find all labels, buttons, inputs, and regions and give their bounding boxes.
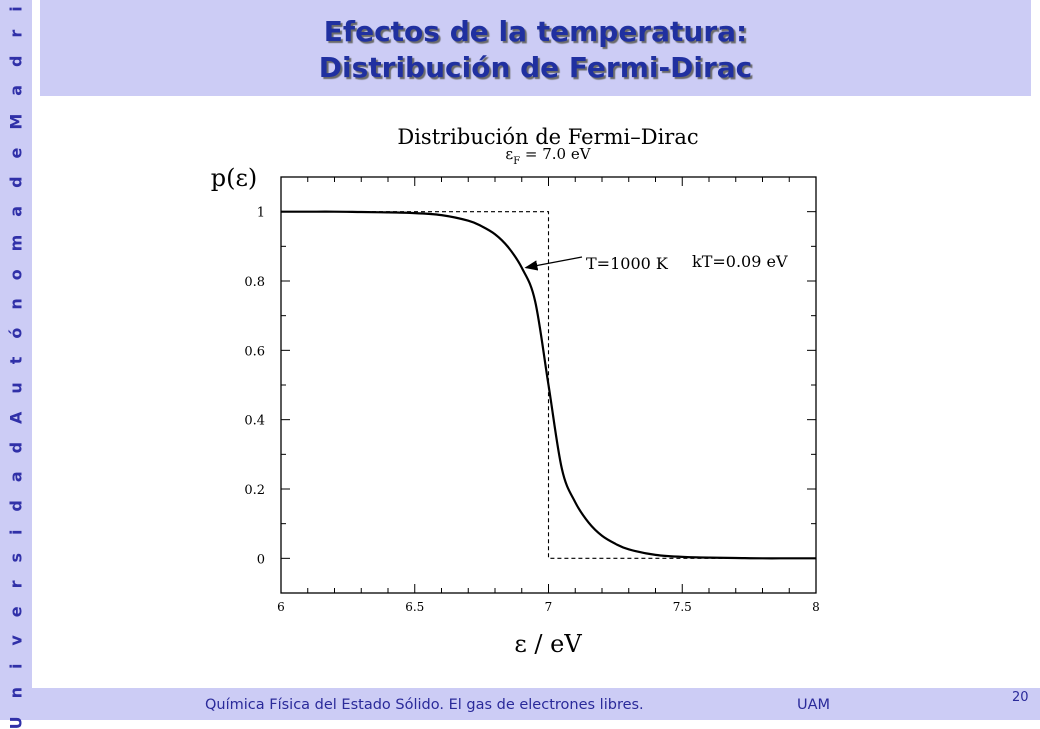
step-function-line — [281, 211, 816, 559]
footer-text: Química Física del Estado Sólido. El gas… — [205, 697, 644, 713]
x-tick-label: 6.5 — [405, 600, 424, 614]
left-sidebar: U n i v e r s i d a d A u t ó n o m a d … — [0, 0, 32, 729]
y-tick-label: 0.4 — [244, 414, 265, 429]
chart-subtitle: εF = 7.0 eV — [505, 145, 591, 167]
fermi-dirac-curve — [281, 210, 816, 560]
y-axis-label: p(ε) — [211, 164, 258, 192]
fermi-dirac-chart: Distribución de Fermi–Dirac εF = 7.0 eV … — [211, 125, 820, 658]
x-tick-label: 7.5 — [673, 600, 692, 614]
y-tick-label: 0.2 — [244, 483, 265, 498]
slide-title-line-1: Efectos de la temperatura: — [323, 15, 748, 48]
page-number: 20 — [1012, 690, 1029, 705]
chart-title: Distribución de Fermi–Dirac — [397, 125, 698, 149]
subtitle-symbol: ε — [505, 145, 513, 163]
footer-bar — [32, 688, 1040, 720]
y-tick-label: 0.8 — [244, 275, 265, 290]
y-tick-label: 0.6 — [244, 344, 265, 359]
footer-uam: UAM — [797, 697, 831, 713]
x-tick-label: 7 — [545, 600, 553, 614]
annotation-arrow — [524, 256, 583, 271]
annotation-temperature: T=1000 K — [586, 254, 669, 273]
university-vertical-label: U n i v e r s i d a d A u t ó n o m a d … — [6, 0, 26, 729]
x-axis-label: ε / eV — [514, 630, 582, 658]
y-tick-label: 1 — [257, 206, 265, 221]
title-banner: Efectos de la temperatura: Distribución … — [40, 0, 1031, 96]
annotation-kt: kT=0.09 eV — [692, 252, 788, 271]
subtitle-subscript: F — [513, 156, 520, 167]
slide-title-line-2: Distribución de Fermi-Dirac — [318, 51, 753, 84]
x-tick-label: 8 — [812, 600, 820, 614]
y-tick-label: 0 — [257, 552, 265, 567]
x-tick-label: 6 — [277, 600, 285, 614]
subtitle-rest: = 7.0 eV — [520, 145, 592, 163]
